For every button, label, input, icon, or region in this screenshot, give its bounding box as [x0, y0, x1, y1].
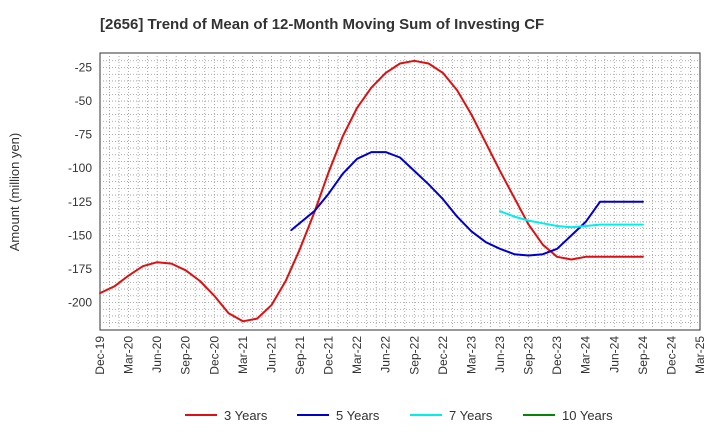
x-tick-label: Sep-24 — [636, 336, 650, 375]
y-tick-label: -125 — [68, 195, 92, 209]
x-tick-label: Mar-24 — [579, 336, 593, 374]
x-tick-label: Jun-23 — [493, 336, 507, 373]
y-tick-label: -175 — [68, 262, 92, 276]
x-tick-label: Mar-22 — [350, 336, 364, 374]
x-tick-label: Jun-21 — [264, 336, 278, 373]
x-tick-label: Dec-22 — [436, 336, 450, 375]
x-tick-label: Sep-23 — [522, 336, 536, 375]
plot-area: -25 -50 -75 -100 -125 -150 -175 -200 Dec-19 Mar-2… — [68, 52, 707, 375]
x-tick-label: Mar-23 — [464, 336, 478, 374]
legend-label: 10 Years — [562, 408, 613, 423]
x-tick-label: Dec-23 — [550, 336, 564, 375]
x-tick-label: Dec-19 — [93, 336, 107, 375]
series-line-7-years — [499, 210, 644, 229]
y-tick-label: -75 — [75, 128, 93, 142]
x-tick-label: Mar-21 — [236, 336, 250, 374]
series-line-3-years — [99, 59, 644, 323]
y-tick-label: -100 — [68, 161, 92, 175]
y-tick-label: -50 — [75, 94, 93, 108]
y-tick-label: -25 — [75, 61, 93, 75]
legend-label: 5 Years — [336, 408, 380, 423]
x-tick-label: Sep-22 — [407, 336, 421, 375]
legend-label: 3 Years — [224, 408, 268, 423]
x-tick-label: Dec-20 — [207, 336, 221, 375]
x-tick-label: Mar-20 — [122, 336, 136, 374]
legend: 3 Years 5 Years 7 Years 10 Years — [185, 408, 613, 423]
chart-title: [2656] Trend of Mean of 12-Month Moving … — [100, 16, 544, 33]
x-tick-label: Sep-21 — [293, 336, 307, 375]
x-tick-label: Jun-22 — [379, 336, 393, 373]
series-line-5-years — [290, 151, 644, 257]
x-tick-label: Jun-20 — [150, 336, 164, 373]
y-tick-label: -200 — [68, 296, 92, 310]
x-tick-label: Dec-24 — [664, 336, 678, 375]
x-tick-label: Dec-21 — [322, 336, 336, 375]
x-tick-label: Sep-20 — [179, 336, 193, 375]
y-tick-label: -150 — [68, 228, 92, 242]
legend-label: 7 Years — [449, 408, 493, 423]
x-tick-label: Mar-25 — [693, 336, 707, 374]
plot-frame — [99, 52, 701, 331]
x-tick-label: Jun-24 — [607, 336, 621, 373]
y-axis-label: Amount (million yen) — [7, 133, 22, 252]
